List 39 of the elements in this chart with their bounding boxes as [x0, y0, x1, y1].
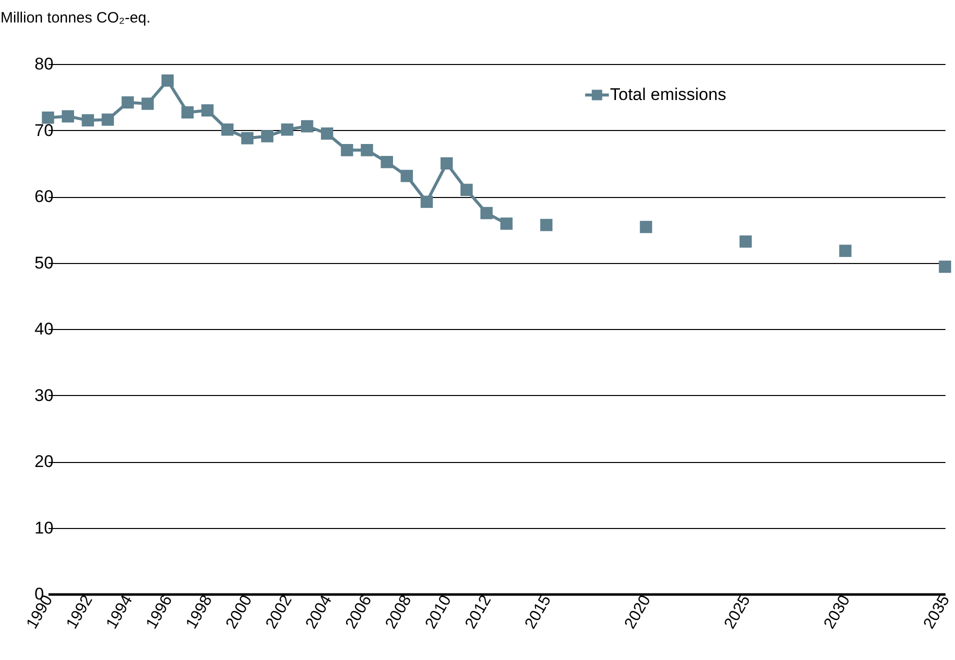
point [480, 206, 493, 220]
legend-label: Total emissions [610, 85, 726, 104]
point [540, 218, 552, 232]
y-tick-label: 50 [34, 253, 54, 272]
point [440, 157, 453, 170]
point [82, 114, 94, 126]
point [181, 106, 194, 118]
point [640, 220, 652, 234]
y-tick-label: 60 [34, 187, 54, 206]
point [740, 235, 752, 248]
point [161, 74, 174, 87]
point [62, 110, 74, 122]
point [241, 132, 254, 144]
point [380, 156, 393, 168]
point [420, 196, 433, 208]
point [142, 98, 154, 110]
point [340, 144, 354, 156]
point [938, 260, 952, 273]
y-tick-label: 20 [34, 452, 54, 471]
point [500, 218, 513, 230]
y-tick-label: 80 [34, 54, 54, 74]
point [42, 112, 54, 124]
y-tick-label: 10 [34, 518, 54, 538]
y-tick-label: 70 [34, 120, 54, 140]
point [122, 96, 134, 109]
point [839, 244, 852, 257]
y-tick-label: 40 [34, 320, 54, 338]
point [320, 127, 334, 140]
point [201, 104, 214, 116]
point [400, 170, 413, 182]
point [221, 123, 234, 136]
point [102, 114, 114, 126]
point [281, 123, 294, 136]
point [261, 130, 274, 142]
point [460, 184, 473, 196]
y-tick-label: 30 [34, 386, 54, 405]
point [301, 120, 314, 132]
point [360, 144, 374, 156]
y-axis-title: Million tonnes CO₂-eq. [0, 10, 151, 26]
